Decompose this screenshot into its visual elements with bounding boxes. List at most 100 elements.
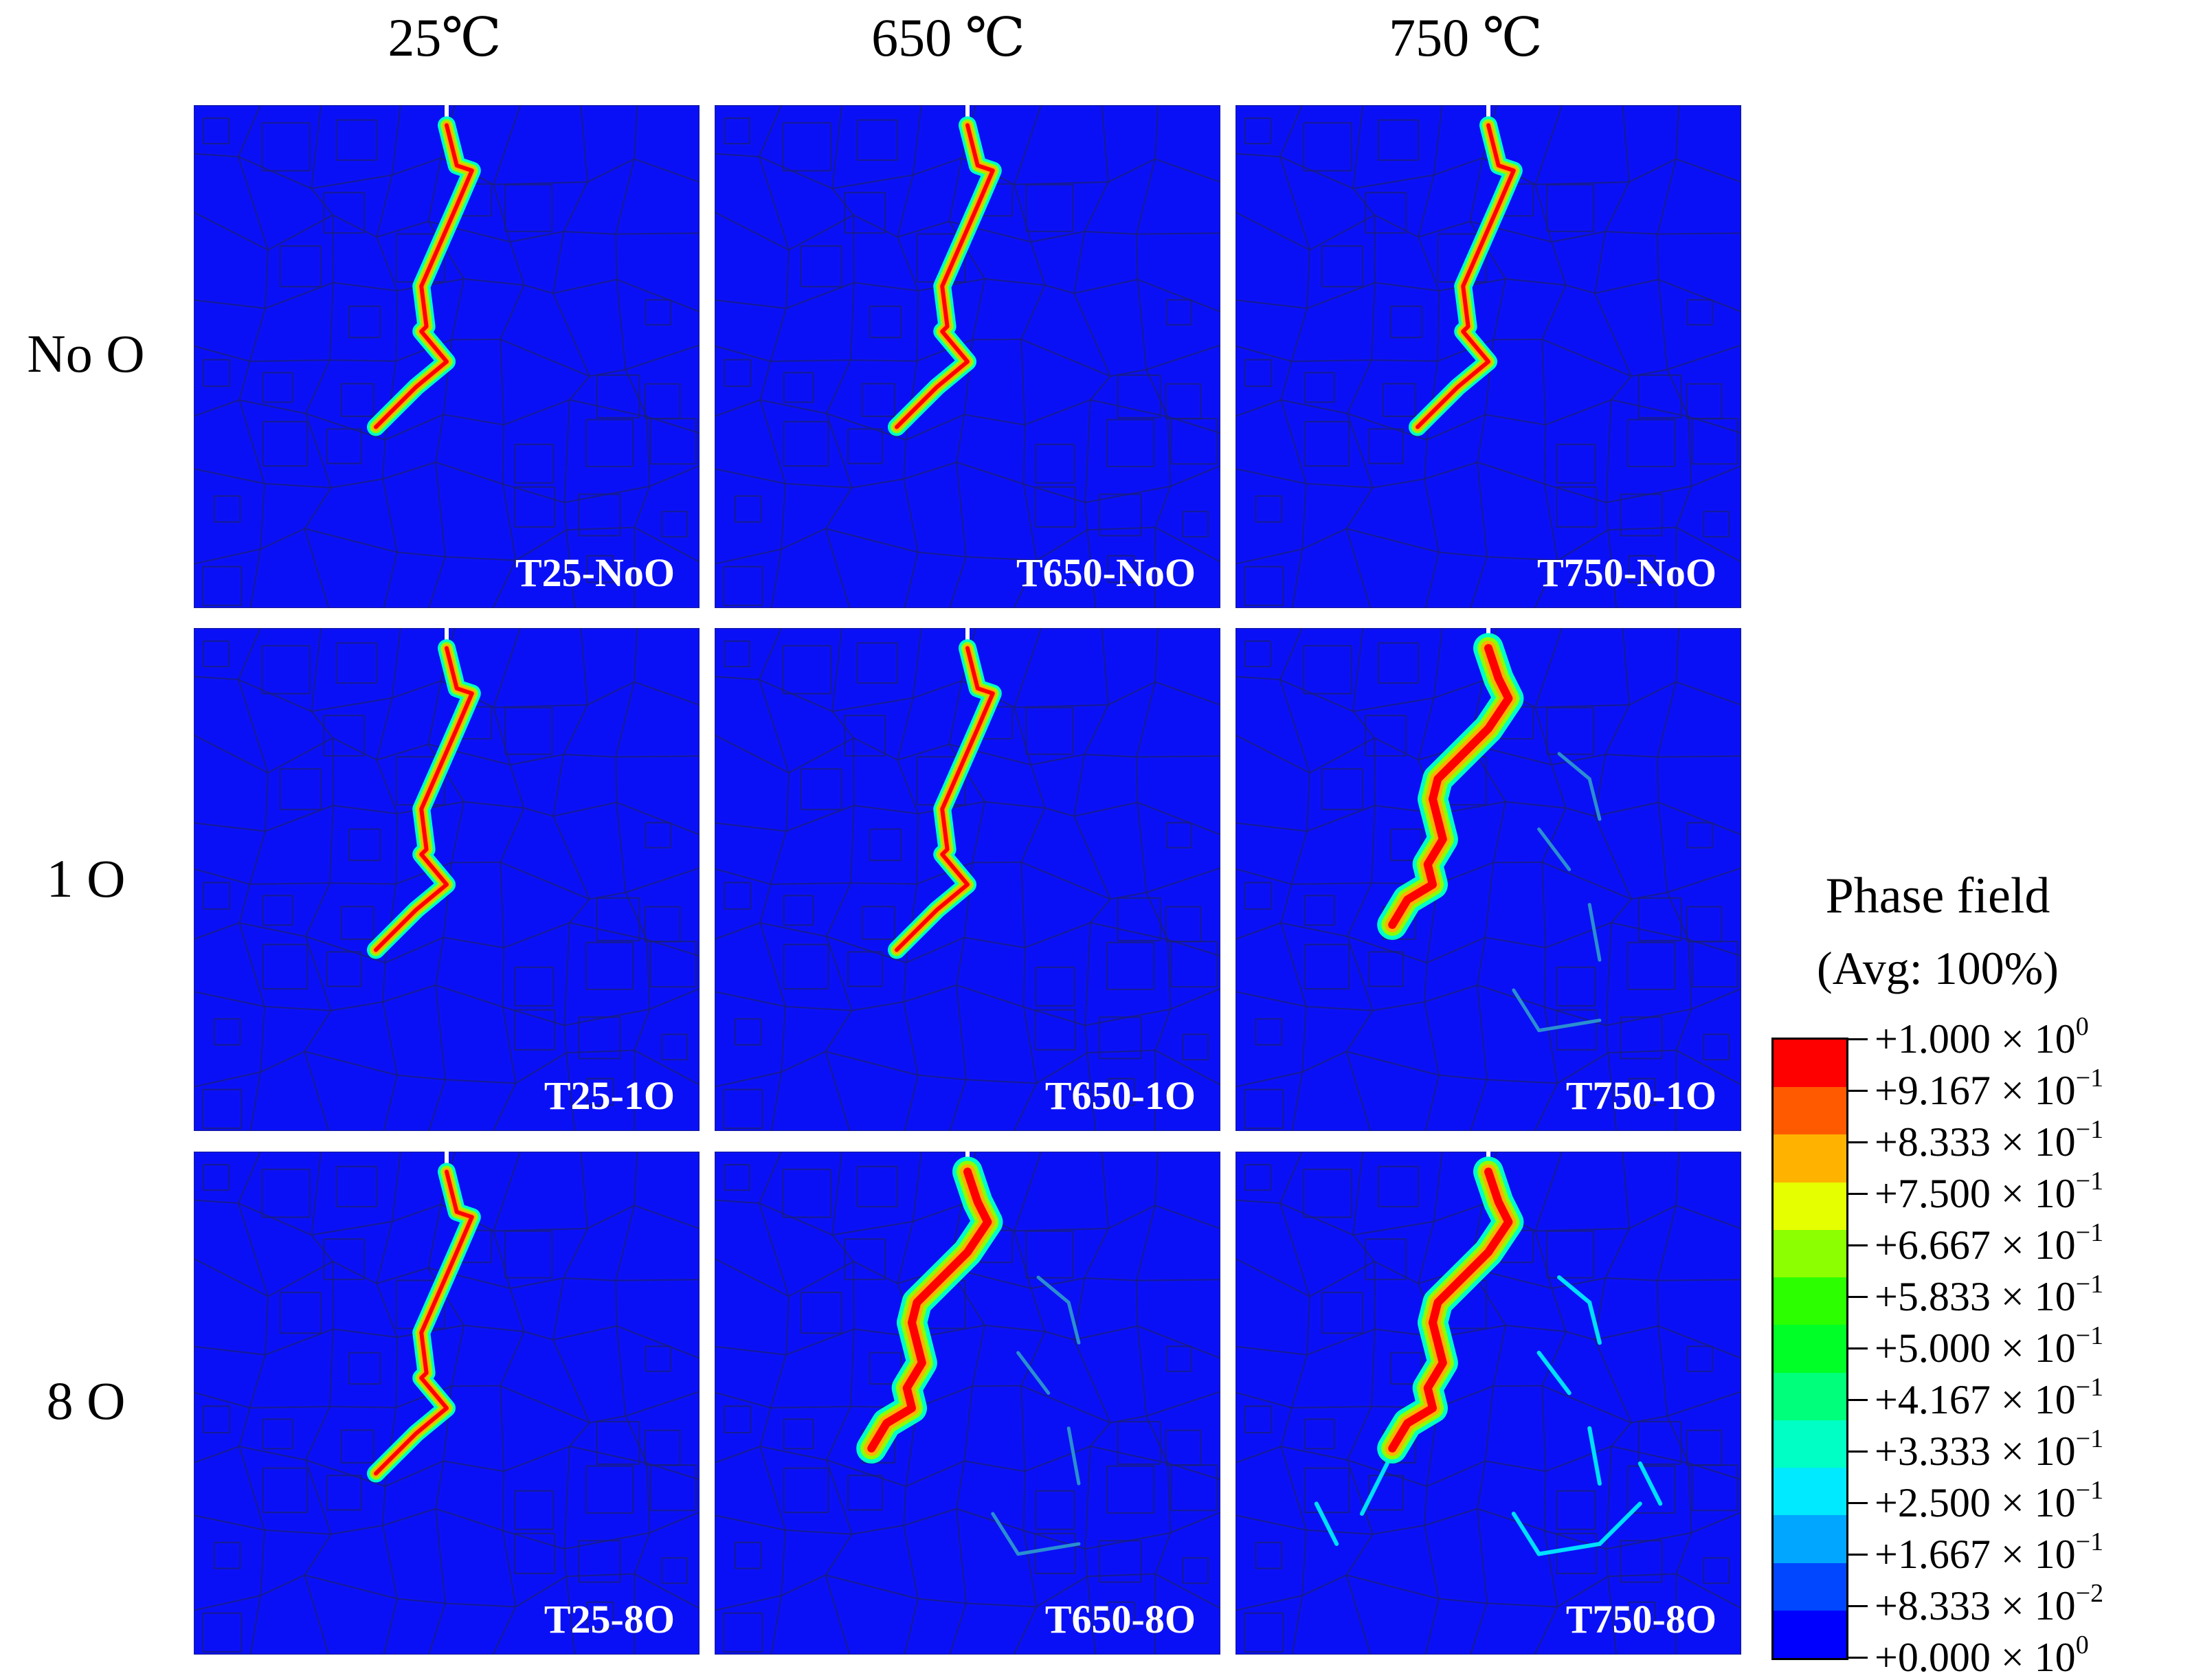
grain-boundary bbox=[493, 1152, 520, 1231]
grain-boundary bbox=[1302, 1051, 1346, 1072]
grain-boundary bbox=[972, 1325, 985, 1386]
grain-boundary bbox=[1235, 823, 1307, 831]
grain-boundary bbox=[304, 1575, 328, 1655]
panel-label: T25-NoO bbox=[515, 550, 675, 596]
grain-boundary bbox=[581, 628, 588, 705]
grain-boundary bbox=[503, 425, 504, 484]
grain-boundary bbox=[377, 175, 392, 237]
grain-boundary bbox=[985, 279, 1045, 285]
grain-boundary bbox=[1155, 628, 1158, 682]
grain-boundary bbox=[396, 814, 397, 884]
grain-boundary bbox=[1031, 765, 1044, 808]
grain-boundary bbox=[1292, 883, 1372, 884]
grain-boundary bbox=[581, 1152, 588, 1229]
grain-boundary bbox=[1676, 1533, 1691, 1574]
grain-boundary bbox=[1676, 486, 1691, 528]
grain-boundary bbox=[383, 1075, 396, 1131]
grain-boundary bbox=[1292, 309, 1308, 361]
grain-boundary bbox=[194, 1259, 268, 1297]
legend-mantissa: +4.167 bbox=[1875, 1377, 2001, 1422]
grain-boundary bbox=[330, 883, 396, 884]
legend-times: × 10 bbox=[2001, 1222, 2076, 1268]
grain-boundary bbox=[1306, 1007, 1373, 1011]
grain-boundary bbox=[588, 159, 634, 182]
grain-boundary bbox=[311, 628, 321, 711]
grain-boundary bbox=[1477, 937, 1485, 985]
grain-boundary bbox=[1280, 1152, 1302, 1203]
grain-boundary bbox=[194, 300, 265, 309]
phase-field-map bbox=[715, 1152, 1220, 1655]
grain-boundary bbox=[1302, 1575, 1346, 1595]
grain-boundary bbox=[913, 158, 962, 175]
grain-boundary bbox=[832, 105, 842, 188]
grain-boundary bbox=[1014, 105, 1041, 184]
legend-swatch bbox=[1774, 1040, 1846, 1088]
grain-boundary bbox=[786, 773, 789, 831]
grain-boundary bbox=[553, 754, 563, 816]
grain-boundary bbox=[1310, 215, 1374, 250]
grain-boundary bbox=[634, 1152, 637, 1205]
grain-boundary bbox=[1024, 948, 1025, 1007]
panel-t650-noo: T650-NoO bbox=[715, 105, 1220, 608]
grain-boundary bbox=[1021, 1386, 1025, 1471]
grain-boundary bbox=[1545, 484, 1558, 560]
grain-boundary bbox=[1439, 1075, 1487, 1080]
grain-boundary bbox=[1595, 280, 1658, 293]
grain-boundary bbox=[1667, 1416, 1688, 1464]
grain-boundary bbox=[194, 154, 238, 157]
grain-boundary bbox=[1688, 1463, 1691, 1532]
grain-boundary bbox=[304, 1011, 331, 1052]
panel-t650-8o: T650-8O bbox=[715, 1152, 1220, 1655]
grain-boundary bbox=[1477, 1509, 1545, 1531]
grain-boundary bbox=[1102, 1152, 1108, 1229]
grain-boundary bbox=[1566, 808, 1595, 816]
grain-boundary bbox=[825, 488, 851, 529]
grain-boundary bbox=[1235, 154, 1280, 157]
grain-boundary bbox=[760, 1408, 770, 1446]
grain-boundary bbox=[333, 1329, 397, 1337]
grain-boundary bbox=[1155, 1533, 1170, 1574]
grain-boundary bbox=[760, 884, 770, 923]
grain-boundary bbox=[1091, 923, 1167, 940]
grain-boundary bbox=[1375, 282, 1439, 291]
grain-boundary bbox=[311, 1152, 321, 1235]
grain-boundary bbox=[1346, 1534, 1372, 1576]
grain-boundary bbox=[1477, 1509, 1487, 1604]
legend-mantissa: +8.333 bbox=[1875, 1583, 2001, 1628]
grain-boundary bbox=[251, 1072, 261, 1131]
grain-boundary bbox=[392, 681, 441, 698]
grain-boundary bbox=[250, 883, 330, 884]
grain-boundary bbox=[392, 1205, 441, 1222]
grain-boundary bbox=[1353, 628, 1363, 711]
grain-boundary bbox=[304, 1534, 331, 1576]
grain-boundary bbox=[311, 1222, 392, 1235]
grain-boundary bbox=[972, 802, 985, 862]
grain-boundary bbox=[564, 400, 570, 502]
grain-boundary bbox=[897, 175, 913, 237]
grain-boundary bbox=[377, 760, 397, 814]
grain-boundary bbox=[964, 1386, 972, 1461]
grain-boundary bbox=[429, 1079, 445, 1131]
grain-boundary bbox=[1506, 1325, 1566, 1332]
legend-label: +4.167 × 10−1 bbox=[1875, 1379, 2103, 1420]
grain-boundary bbox=[563, 232, 616, 234]
grain-boundary bbox=[917, 291, 918, 361]
grain-boundary bbox=[1021, 339, 1025, 425]
grain-boundary bbox=[570, 377, 590, 400]
grain-boundary bbox=[1535, 1152, 1562, 1231]
legend-tick bbox=[1848, 1244, 1868, 1246]
grain-boundary bbox=[972, 862, 1021, 863]
grain-boundary bbox=[825, 528, 917, 552]
grain-boundary bbox=[1346, 488, 1372, 529]
grain-boundary bbox=[904, 1509, 957, 1525]
grain-boundary bbox=[1605, 1229, 1629, 1278]
grain-boundary bbox=[260, 1007, 265, 1072]
grain-boundary bbox=[1418, 698, 1433, 760]
grain-boundary bbox=[563, 1229, 588, 1278]
grain-boundary bbox=[194, 1515, 265, 1530]
grain-boundary bbox=[1014, 1231, 1031, 1288]
grain-boundary bbox=[832, 628, 842, 711]
grain-boundary bbox=[1235, 400, 1281, 416]
grain-boundary bbox=[392, 105, 401, 175]
grain-boundary bbox=[1235, 300, 1307, 309]
